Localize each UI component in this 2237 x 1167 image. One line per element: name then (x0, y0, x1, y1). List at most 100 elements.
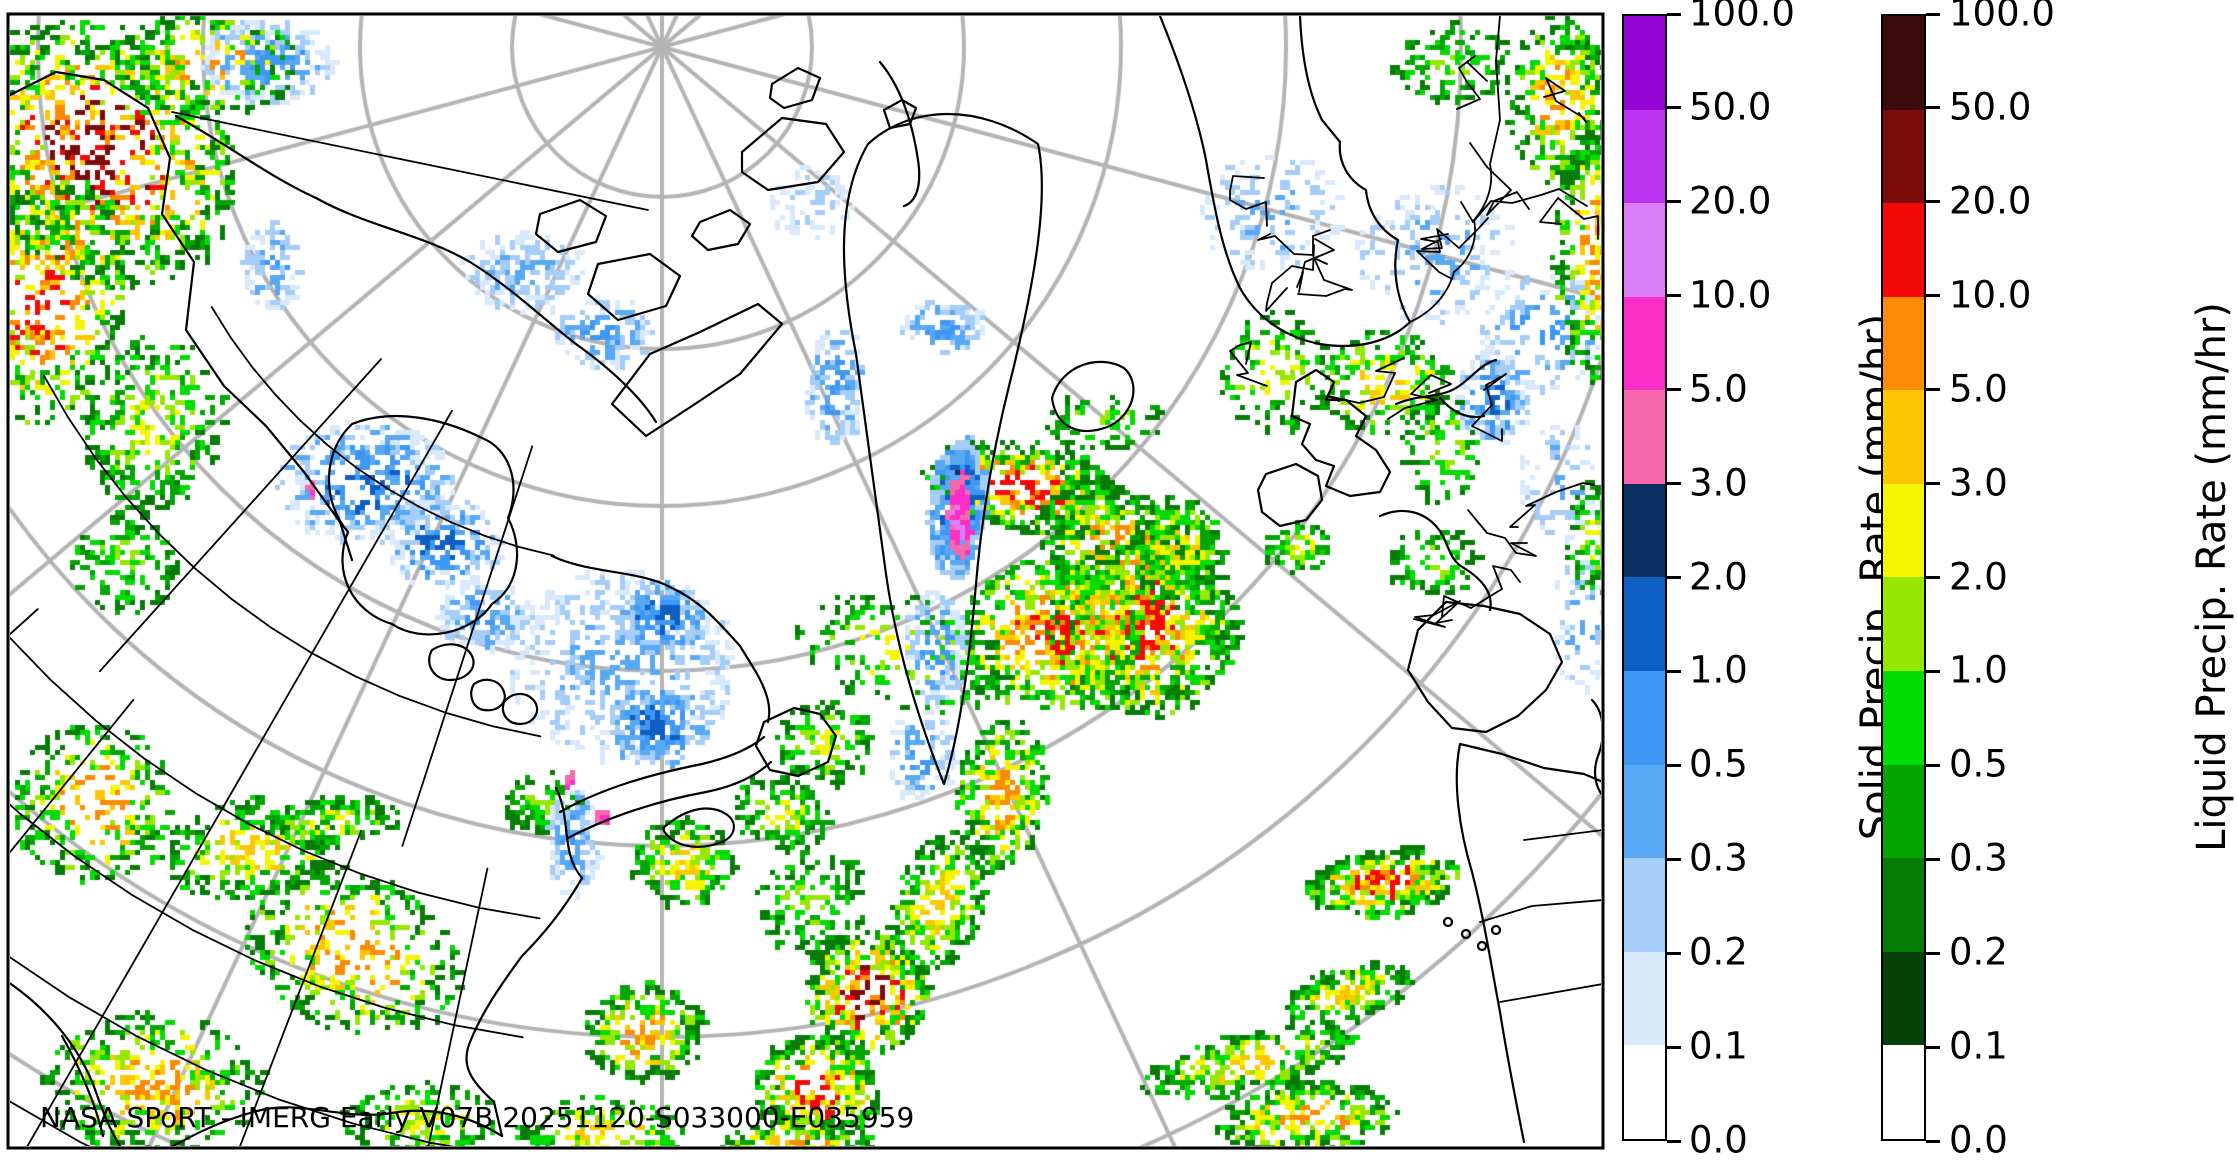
border-sahara (1479, 829, 1601, 1003)
colorbar-liquid-tick (1926, 576, 1940, 579)
colorbar-liquid-segment (1883, 764, 1924, 859)
colorbar-liquid-tick (1926, 482, 1940, 486)
colorbar-liquid-tick-label: 5.0 (1949, 367, 2008, 411)
coast-arctic-islands (534, 66, 918, 438)
colorbar-solid-tick-label: 10.0 (1689, 273, 1772, 317)
colorbar-solid-segment (1624, 296, 1665, 391)
coast-mexico (10, 982, 122, 1146)
colorbar-liquid-tick (1926, 763, 1940, 767)
colorbar-solid-tick-label: 0.5 (1689, 742, 1748, 786)
colorbar-solid-tick-label: 0.0 (1689, 1118, 1748, 1162)
colorbar-liquid-title: Liquid Precip. Rate (mm/hr) (2189, 302, 2235, 852)
canary-islands (1442, 916, 1502, 952)
colorbar-liquid-segment (1883, 296, 1924, 391)
colorbar-solid-segment (1624, 858, 1665, 952)
colorbar-solid-tick (1667, 294, 1681, 298)
colorbar-liquid-tick-label: 1.0 (1949, 649, 2008, 693)
coast-caspian (1590, 698, 1601, 796)
colorbar-liquid-tick (1926, 294, 1940, 298)
colorbar-solid-segment (1624, 16, 1665, 110)
colorbar-liquid-tick (1926, 200, 1940, 204)
coast-europe-north (1378, 358, 1498, 612)
colorbar-liquid-tick (1926, 669, 1940, 673)
colorbar-liquid-tick-label: 3.0 (1949, 461, 2008, 505)
coast-gulf (170, 1106, 504, 1146)
colorbar-solid-tick-label: 5.0 (1689, 367, 1748, 411)
colorbar-solid-tick (1667, 12, 1681, 16)
colorbar-liquid-tick-label: 0.5 (1949, 742, 2008, 786)
colorbar-solid-segment (1624, 1045, 1665, 1139)
coastlines (10, 16, 1601, 1146)
borders-north-america (10, 306, 555, 1146)
colorbar-liquid-segment (1883, 390, 1924, 484)
coast-great-lakes (428, 643, 539, 726)
colorbar-liquid-segment (1883, 109, 1924, 204)
colorbar-liquid-segment (1883, 577, 1924, 672)
colorbar-liquid-bar (1881, 14, 1926, 1141)
colorbar-solid-segment (1624, 671, 1665, 765)
coast-finland-russia (1409, 16, 1501, 323)
colorbar-solid-tick-label: 0.2 (1689, 930, 1748, 974)
colorbar-solid-tick-label: 20.0 (1689, 179, 1772, 223)
coast-us-east (465, 786, 584, 1138)
coast-labrador (550, 554, 771, 724)
coast-iceland (1050, 360, 1135, 433)
colorbar-liquid-tick-label: 20.0 (1949, 179, 2032, 223)
coast-arctic-mainland (174, 114, 658, 424)
colorbar-solid-tick-label: 3.0 (1689, 461, 1748, 505)
colorbar-solid-tick (1667, 1139, 1681, 1143)
colorbar-liquid-tick (1926, 951, 1940, 955)
borders-europe (1229, 55, 1599, 628)
colorbar-liquid-tick (1926, 857, 1940, 861)
colorbar-liquid-segment (1883, 671, 1924, 765)
colorbar-solid-segment (1624, 951, 1665, 1046)
coast-newfoundland (754, 706, 838, 778)
coast-ireland (1256, 462, 1324, 528)
colorbar-solid-tick-label: 0.3 (1689, 836, 1748, 880)
colorbar-solid-tick (1667, 951, 1681, 955)
coast-hudson-bay (327, 414, 519, 636)
colorbar-liquid: 0.0 0.1 0.2 0.3 0.5 1.0 2.0 3.0 5.0 10.0 20.0 50.0 1… (1881, 0, 2141, 1162)
colorbar-liquid-tick-label: 0.2 (1949, 930, 2008, 974)
colorbar-liquid-segment (1883, 16, 1924, 110)
colorbar-liquid-tick-label: 0.3 (1949, 836, 2008, 880)
colorbar-solid-segment (1624, 764, 1665, 859)
colorbar-liquid-segment (1883, 1045, 1924, 1139)
colorbar-solid-tick (1667, 388, 1681, 392)
colorbar-solid-tick (1667, 669, 1681, 673)
colorbar-solid-tick-label: 50.0 (1689, 85, 1772, 129)
coast-iberia (1406, 600, 1564, 734)
colorbar-solid-bar (1622, 14, 1667, 1141)
colorbar-solid-tick (1667, 200, 1681, 204)
colorbar-solid-segment (1624, 390, 1665, 484)
coast-greenland (842, 113, 1043, 786)
annotation-text: NASA SPoRT - IMERG Early V07B 20251120-S… (40, 1101, 915, 1134)
colorbar-solid-tick-label: 1.0 (1689, 649, 1748, 693)
colorbar-liquid-tick (1926, 12, 1940, 16)
map-border (6, 12, 1605, 1150)
colorbar-liquid-tick-label: 0.0 (1949, 1118, 2008, 1162)
colorbar-liquid-tick-label: 2.0 (1949, 555, 2008, 599)
colorbar-solid-tick (1667, 763, 1681, 767)
colorbar-liquid-tick (1926, 1045, 1940, 1049)
colorbar-liquid-segment (1883, 951, 1924, 1046)
colorbar-liquid-tick-label: 50.0 (1949, 85, 2032, 129)
border-alaska (171, 111, 649, 211)
colorbar-liquid-tick (1926, 388, 1940, 392)
colorbar-liquid-tick-label: 0.1 (1949, 1024, 2008, 1068)
coast-alaska-pacific (10, 70, 354, 562)
colorbar-liquid-tick (1926, 1139, 1940, 1143)
colorbar-solid-tick-label: 0.1 (1689, 1024, 1748, 1068)
coast-africa (1455, 742, 1601, 1144)
colorbar-liquid-segment (1883, 858, 1924, 952)
colorbar-solid-segment (1624, 109, 1665, 204)
coast-novaya-zemlya (878, 60, 921, 208)
coast-scandinavia (1158, 16, 1412, 348)
coast-nova-scotia (662, 807, 735, 848)
coast-st-lawrence (558, 735, 773, 840)
colorbar-solid-tick (1667, 857, 1681, 861)
colorbar-solid-segment (1624, 483, 1665, 578)
